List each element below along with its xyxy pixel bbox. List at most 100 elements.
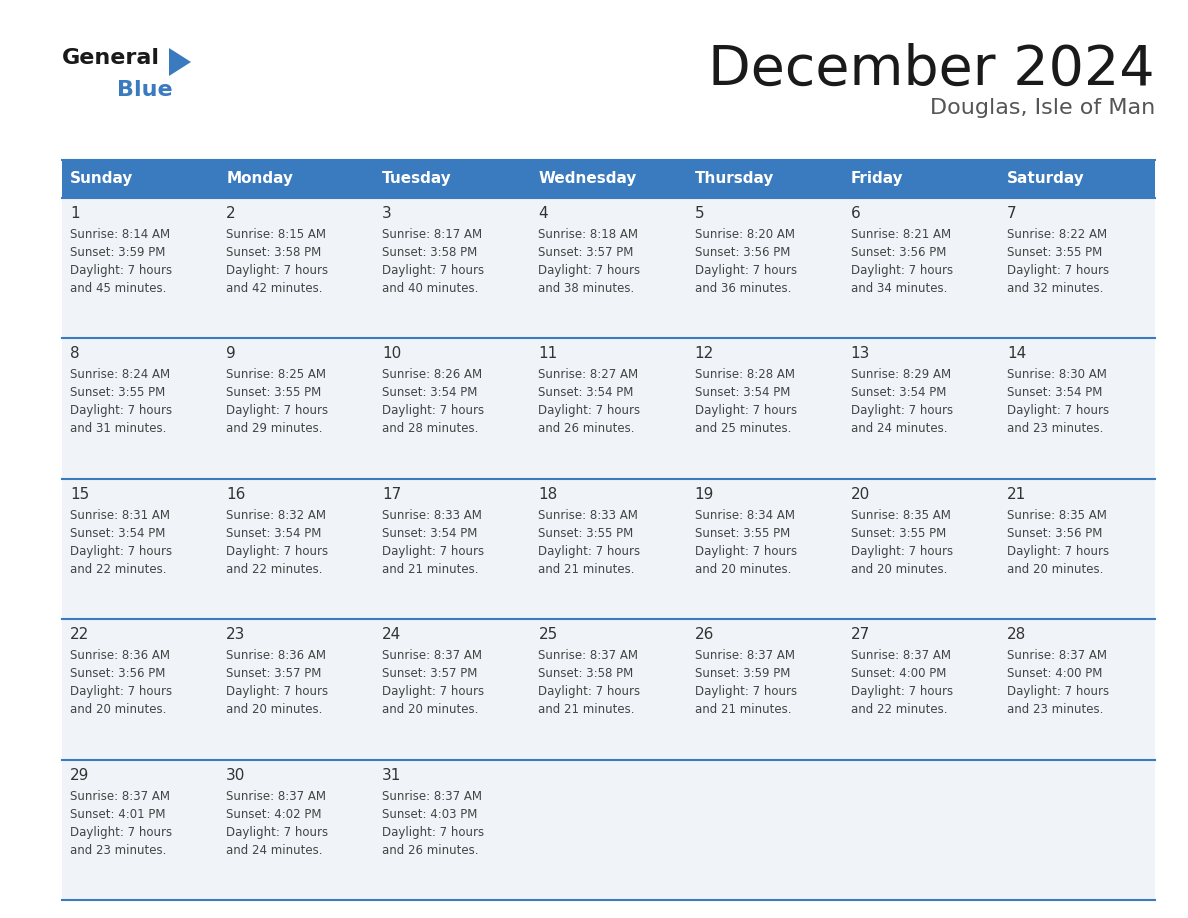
Text: Daylight: 7 hours: Daylight: 7 hours xyxy=(538,544,640,558)
Text: Sunset: 3:59 PM: Sunset: 3:59 PM xyxy=(695,667,790,680)
Text: 31: 31 xyxy=(383,767,402,783)
Text: Blue: Blue xyxy=(116,80,172,100)
Text: and 34 minutes.: and 34 minutes. xyxy=(851,282,947,295)
Text: Sunset: 3:56 PM: Sunset: 3:56 PM xyxy=(851,246,946,259)
Text: 12: 12 xyxy=(695,346,714,362)
Text: Sunday: Sunday xyxy=(70,172,133,186)
Text: Daylight: 7 hours: Daylight: 7 hours xyxy=(538,405,640,418)
Text: Sunset: 3:59 PM: Sunset: 3:59 PM xyxy=(70,246,165,259)
Text: 16: 16 xyxy=(226,487,246,502)
Text: and 22 minutes.: and 22 minutes. xyxy=(226,563,323,576)
Text: Sunset: 3:54 PM: Sunset: 3:54 PM xyxy=(695,386,790,399)
Text: December 2024: December 2024 xyxy=(708,43,1155,97)
Text: and 36 minutes.: and 36 minutes. xyxy=(695,282,791,295)
Text: Sunrise: 8:20 AM: Sunrise: 8:20 AM xyxy=(695,228,795,241)
Text: Daylight: 7 hours: Daylight: 7 hours xyxy=(538,685,640,699)
Text: and 24 minutes.: and 24 minutes. xyxy=(226,844,323,856)
Text: Daylight: 7 hours: Daylight: 7 hours xyxy=(851,544,953,558)
Text: Sunset: 3:54 PM: Sunset: 3:54 PM xyxy=(383,527,478,540)
Text: and 20 minutes.: and 20 minutes. xyxy=(70,703,166,716)
Text: 7: 7 xyxy=(1007,206,1017,221)
Text: Daylight: 7 hours: Daylight: 7 hours xyxy=(1007,544,1108,558)
Text: 21: 21 xyxy=(1007,487,1026,502)
Text: Daylight: 7 hours: Daylight: 7 hours xyxy=(70,544,172,558)
Text: and 20 minutes.: and 20 minutes. xyxy=(226,703,322,716)
Text: Tuesday: Tuesday xyxy=(383,172,453,186)
Bar xyxy=(62,198,1155,900)
Text: Sunset: 4:03 PM: Sunset: 4:03 PM xyxy=(383,808,478,821)
Text: Sunrise: 8:37 AM: Sunrise: 8:37 AM xyxy=(695,649,795,662)
Text: General: General xyxy=(62,48,160,68)
Text: Daylight: 7 hours: Daylight: 7 hours xyxy=(1007,264,1108,277)
Text: Daylight: 7 hours: Daylight: 7 hours xyxy=(70,825,172,839)
Text: Sunrise: 8:37 AM: Sunrise: 8:37 AM xyxy=(538,649,638,662)
Text: Daylight: 7 hours: Daylight: 7 hours xyxy=(70,685,172,699)
Text: Sunrise: 8:18 AM: Sunrise: 8:18 AM xyxy=(538,228,638,241)
Text: 2: 2 xyxy=(226,206,235,221)
Text: Sunrise: 8:37 AM: Sunrise: 8:37 AM xyxy=(851,649,950,662)
Text: and 21 minutes.: and 21 minutes. xyxy=(695,703,791,716)
Text: Daylight: 7 hours: Daylight: 7 hours xyxy=(383,544,485,558)
Text: Daylight: 7 hours: Daylight: 7 hours xyxy=(226,405,328,418)
Text: Daylight: 7 hours: Daylight: 7 hours xyxy=(226,825,328,839)
Text: Sunrise: 8:30 AM: Sunrise: 8:30 AM xyxy=(1007,368,1107,381)
Text: Daylight: 7 hours: Daylight: 7 hours xyxy=(695,544,797,558)
Text: and 23 minutes.: and 23 minutes. xyxy=(1007,703,1104,716)
Text: Sunset: 4:01 PM: Sunset: 4:01 PM xyxy=(70,808,165,821)
Text: 28: 28 xyxy=(1007,627,1026,643)
Text: 29: 29 xyxy=(70,767,89,783)
Text: Sunset: 3:56 PM: Sunset: 3:56 PM xyxy=(70,667,165,680)
Text: Sunrise: 8:14 AM: Sunrise: 8:14 AM xyxy=(70,228,170,241)
Text: and 26 minutes.: and 26 minutes. xyxy=(383,844,479,856)
Text: Sunrise: 8:35 AM: Sunrise: 8:35 AM xyxy=(1007,509,1107,521)
Text: Douglas, Isle of Man: Douglas, Isle of Man xyxy=(930,98,1155,118)
Text: Sunset: 3:54 PM: Sunset: 3:54 PM xyxy=(1007,386,1102,399)
Text: Sunset: 3:54 PM: Sunset: 3:54 PM xyxy=(70,527,165,540)
Text: Daylight: 7 hours: Daylight: 7 hours xyxy=(383,685,485,699)
Text: 10: 10 xyxy=(383,346,402,362)
Text: 27: 27 xyxy=(851,627,870,643)
Text: Sunset: 3:54 PM: Sunset: 3:54 PM xyxy=(851,386,946,399)
Text: Daylight: 7 hours: Daylight: 7 hours xyxy=(383,405,485,418)
Text: 14: 14 xyxy=(1007,346,1026,362)
Text: Sunrise: 8:28 AM: Sunrise: 8:28 AM xyxy=(695,368,795,381)
Text: and 32 minutes.: and 32 minutes. xyxy=(1007,282,1104,295)
Text: Sunrise: 8:15 AM: Sunrise: 8:15 AM xyxy=(226,228,327,241)
Text: Friday: Friday xyxy=(851,172,903,186)
Text: Sunset: 3:55 PM: Sunset: 3:55 PM xyxy=(695,527,790,540)
Text: 20: 20 xyxy=(851,487,870,502)
Text: and 40 minutes.: and 40 minutes. xyxy=(383,282,479,295)
Text: and 26 minutes.: and 26 minutes. xyxy=(538,422,634,435)
Text: Daylight: 7 hours: Daylight: 7 hours xyxy=(538,264,640,277)
Text: 15: 15 xyxy=(70,487,89,502)
Text: Sunrise: 8:37 AM: Sunrise: 8:37 AM xyxy=(383,789,482,802)
Text: Sunset: 3:55 PM: Sunset: 3:55 PM xyxy=(1007,246,1102,259)
Text: 6: 6 xyxy=(851,206,860,221)
Text: Sunset: 3:57 PM: Sunset: 3:57 PM xyxy=(383,667,478,680)
Text: and 38 minutes.: and 38 minutes. xyxy=(538,282,634,295)
Text: Sunrise: 8:37 AM: Sunrise: 8:37 AM xyxy=(70,789,170,802)
Text: 3: 3 xyxy=(383,206,392,221)
Text: Sunrise: 8:37 AM: Sunrise: 8:37 AM xyxy=(383,649,482,662)
Text: Sunrise: 8:21 AM: Sunrise: 8:21 AM xyxy=(851,228,950,241)
Text: and 20 minutes.: and 20 minutes. xyxy=(1007,563,1104,576)
Text: Sunset: 3:57 PM: Sunset: 3:57 PM xyxy=(226,667,322,680)
Text: 30: 30 xyxy=(226,767,246,783)
Text: Sunrise: 8:25 AM: Sunrise: 8:25 AM xyxy=(226,368,327,381)
Text: Sunset: 3:54 PM: Sunset: 3:54 PM xyxy=(226,527,322,540)
Text: 5: 5 xyxy=(695,206,704,221)
Text: Sunset: 3:57 PM: Sunset: 3:57 PM xyxy=(538,246,634,259)
Text: and 22 minutes.: and 22 minutes. xyxy=(70,563,166,576)
Text: and 28 minutes.: and 28 minutes. xyxy=(383,422,479,435)
Text: Sunset: 4:02 PM: Sunset: 4:02 PM xyxy=(226,808,322,821)
Text: Sunrise: 8:22 AM: Sunrise: 8:22 AM xyxy=(1007,228,1107,241)
Text: and 25 minutes.: and 25 minutes. xyxy=(695,422,791,435)
Text: Saturday: Saturday xyxy=(1007,172,1085,186)
Text: Sunset: 3:56 PM: Sunset: 3:56 PM xyxy=(1007,527,1102,540)
Text: Sunset: 3:58 PM: Sunset: 3:58 PM xyxy=(383,246,478,259)
Text: Daylight: 7 hours: Daylight: 7 hours xyxy=(695,685,797,699)
Text: and 20 minutes.: and 20 minutes. xyxy=(851,563,947,576)
Bar xyxy=(62,160,1155,198)
Text: Sunset: 3:55 PM: Sunset: 3:55 PM xyxy=(226,386,322,399)
Text: Sunrise: 8:32 AM: Sunrise: 8:32 AM xyxy=(226,509,327,521)
